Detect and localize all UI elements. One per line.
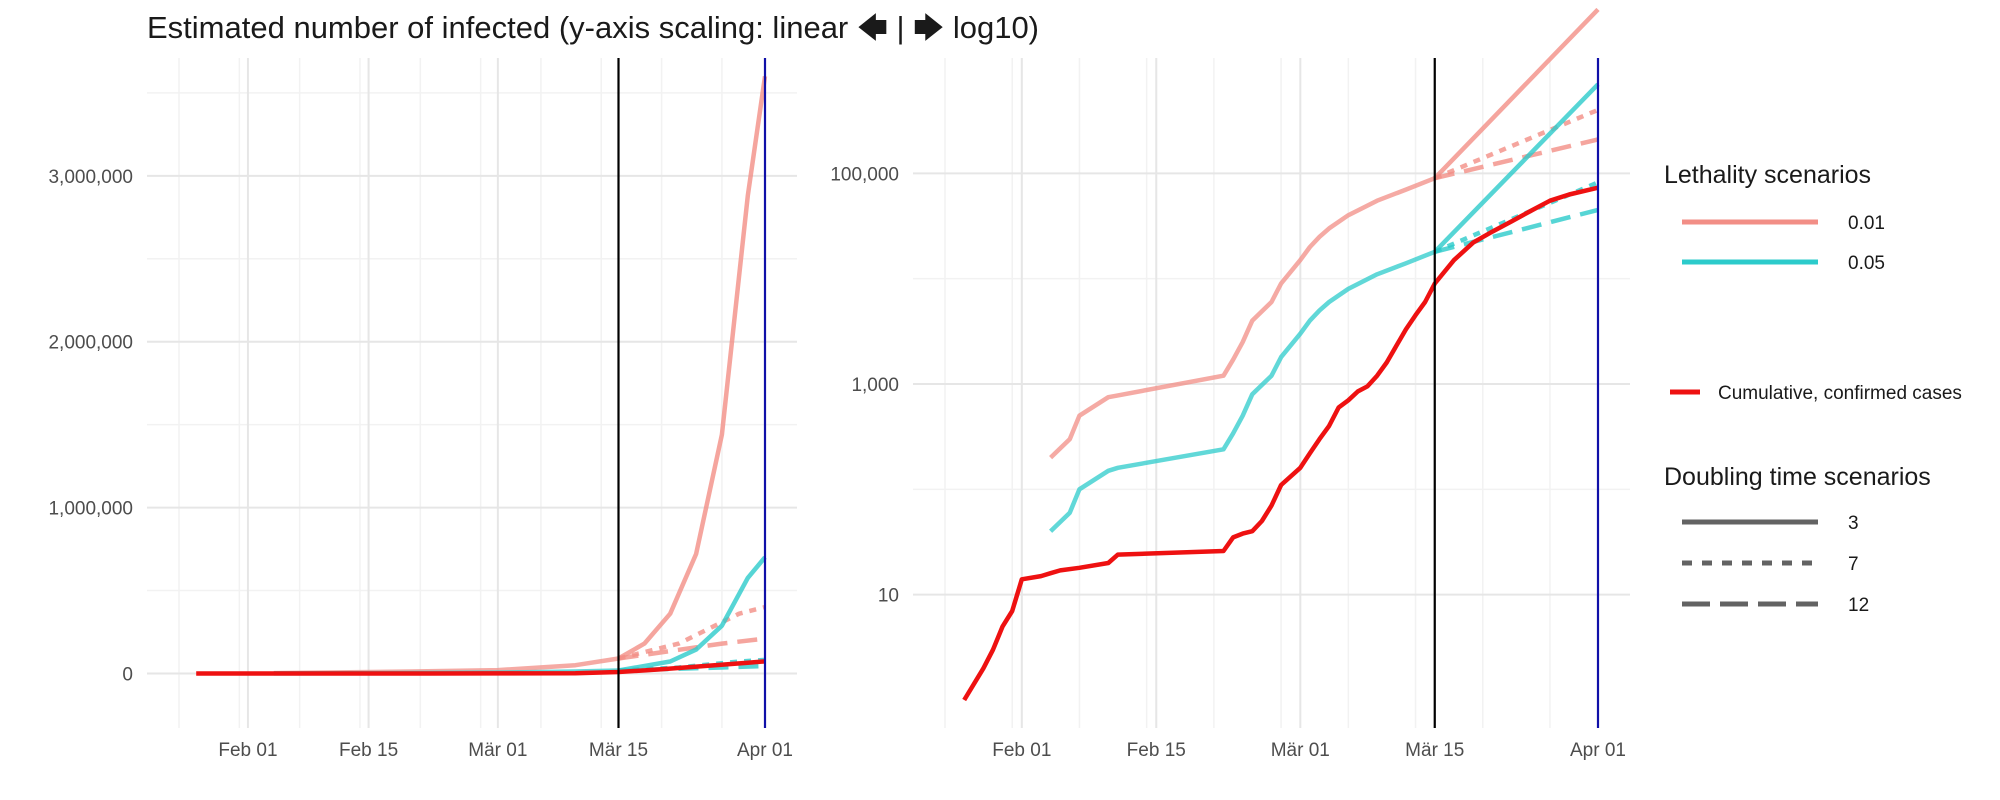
arrow-left-icon: 🡄 (856, 12, 888, 45)
chart-title: Estimated number of infected (y-axis sca… (147, 6, 1039, 57)
log10-panel: 10 1,000 100,000 Feb 01 Feb 15 Mär 01 Mär 15 Ap… (830, 7, 1630, 761)
y-tick-label: 2,000,000 (48, 333, 133, 354)
legend: Lethality scenarios 0.01 0.05 Cumulative, c… (1664, 161, 1962, 616)
x-tick-label: Feb 15 (1127, 740, 1186, 761)
series-line-lethality-0-01-observed (1049, 176, 1436, 460)
title-prefix: Estimated number of infected (y-axis sca… (147, 10, 849, 45)
legend-label-doubling: 7 (1848, 554, 1859, 575)
series-line-lethality-0-01-doubling-12 (618, 636, 766, 661)
x-tick-label: Mär 01 (468, 740, 527, 761)
legend-label-cases: Cumulative, confirmed cases (1718, 383, 1962, 404)
y-tick-label: 1,000,000 (48, 499, 133, 520)
x-tick-label: Mär 15 (1405, 740, 1464, 761)
series-line-lethality-0-01-doubling-3 (617, 75, 768, 661)
legend-label-lethality: 0.01 (1848, 213, 1885, 234)
title-suffix: log10) (952, 10, 1040, 45)
y-tick-label: 10 (878, 586, 899, 607)
series-line-lethality-0-01-doubling-7 (617, 604, 766, 661)
series-line-cumulative-confirmed (962, 185, 1599, 702)
legend-title-doubling: Doubling time scenarios (1664, 463, 1931, 491)
series-line-lethality-0-01-doubling-12 (1434, 137, 1599, 181)
legend-title-lethality: Lethality scenarios (1664, 161, 1871, 189)
legend-label-lethality: 0.05 (1848, 253, 1885, 274)
series-line-cumulative-confirmed (196, 659, 766, 676)
x-tick-label: Mär 15 (589, 740, 648, 761)
y-tick-label: 1,000 (851, 375, 899, 396)
x-tick-label: Feb 01 (218, 740, 277, 761)
legend-label-doubling: 12 (1848, 595, 1869, 616)
y-tick-label: 100,000 (830, 164, 899, 185)
linear-panel: 0 1,000,000 2,000,000 3,000,000 Feb 01 Feb 15… (48, 58, 797, 761)
x-tick-label: Mär 01 (1271, 740, 1330, 761)
x-tick-label: Feb 01 (992, 740, 1051, 761)
x-tick-label: Feb 15 (339, 740, 398, 761)
y-tick-label: 0 (122, 664, 133, 685)
series-line-lethality-0-01-doubling-3 (1433, 7, 1600, 180)
y-tick-label: 3,000,000 (48, 167, 133, 188)
legend-label-doubling: 3 (1848, 513, 1859, 534)
series-line-lethality-0-01-doubling-7 (1433, 107, 1599, 181)
x-tick-label: Apr 01 (737, 740, 793, 761)
x-tick-label: Apr 01 (1570, 740, 1626, 761)
series-line-lethality-0-05-doubling-3 (618, 555, 767, 673)
arrow-right-icon: 🡆 (913, 12, 945, 45)
title-separator: | (896, 10, 905, 45)
series-line-lethality-0-05-doubling-3 (1433, 82, 1600, 254)
series-line-lethality-0-05-observed (1049, 249, 1436, 533)
